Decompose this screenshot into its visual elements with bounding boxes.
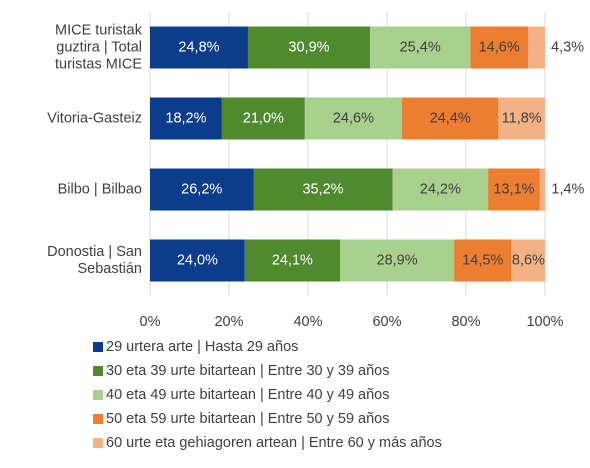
x-tick-label: 80% [451, 314, 480, 330]
data-label: 24,0% [177, 252, 218, 268]
bar-segment [150, 97, 222, 140]
legend-swatch [93, 438, 103, 448]
legend-label: 60 urte eta gehiagoren artean | Entre 60… [106, 435, 442, 451]
data-label: 26,2% [181, 181, 222, 197]
data-label: 8,6% [512, 252, 545, 268]
legend-label: 50 eta 59 urte bitartean | Entre 50 y 59… [106, 411, 390, 427]
bar-segment [511, 239, 546, 282]
legend-swatch [93, 390, 103, 400]
data-label: 18,2% [165, 110, 206, 126]
data-label: 14,6% [479, 39, 520, 55]
bar-segment [253, 168, 393, 211]
data-label: 24,4% [430, 110, 471, 126]
bar-segment [488, 168, 540, 211]
bar-segment [402, 97, 499, 140]
x-tick-label: 40% [293, 314, 322, 330]
data-label: 25,4% [400, 39, 441, 55]
legend-label: 30 eta 39 urte bitartean | Entre 30 y 39… [106, 363, 390, 379]
bar-segment [539, 168, 546, 211]
y-tick-label: Donostia | San Sebastián [47, 244, 142, 277]
bar-segment [392, 168, 489, 211]
x-tick-label: 20% [214, 314, 243, 330]
bar-segment [244, 239, 340, 282]
legend-label: 29 urtera arte | Hasta 29 años [106, 339, 298, 355]
legend-swatch [93, 342, 103, 352]
data-label: 28,9% [377, 252, 418, 268]
data-label: 13,1% [493, 181, 534, 197]
data-label: 14,5% [462, 252, 503, 268]
x-tick-label: 0% [140, 314, 161, 330]
legend-label: 40 eta 49 urte bitartean | Entre 40 y 49… [106, 387, 390, 403]
data-label: 35,2% [302, 181, 343, 197]
bar-segment [528, 26, 545, 69]
data-label: 21,0% [243, 110, 284, 126]
bar-segment [339, 239, 455, 282]
bar-segment [150, 168, 254, 211]
data-label: 4,3% [551, 39, 584, 55]
data-label: 24,8% [178, 39, 219, 55]
x-tick-label: 60% [372, 314, 401, 330]
data-label: 24,1% [272, 252, 313, 268]
bar-segment [247, 26, 371, 69]
data-label: 24,6% [333, 110, 374, 126]
bar-segment [498, 97, 545, 140]
data-label: 30,9% [288, 39, 329, 55]
data-label: 1,4% [551, 181, 584, 197]
legend-swatch [93, 366, 103, 376]
x-tick-label: 100% [526, 314, 563, 330]
bar-segment [150, 26, 248, 69]
y-tick-label: Bilbo | Bilbao [58, 181, 142, 197]
bar-segment [470, 26, 529, 69]
bar-segment [221, 97, 305, 140]
y-tick-label: Vitoria-Gasteiz [47, 110, 142, 126]
bar-segment [304, 97, 403, 140]
bar-segment [150, 239, 245, 282]
data-label: 11,8% [502, 110, 542, 126]
data-label: 24,2% [420, 181, 461, 197]
bar-segment [370, 26, 471, 69]
legend-swatch [93, 414, 103, 424]
y-tick-label: MICE turistak guztira | Total turistas MIC… [55, 22, 143, 72]
bar-segment [454, 239, 512, 282]
